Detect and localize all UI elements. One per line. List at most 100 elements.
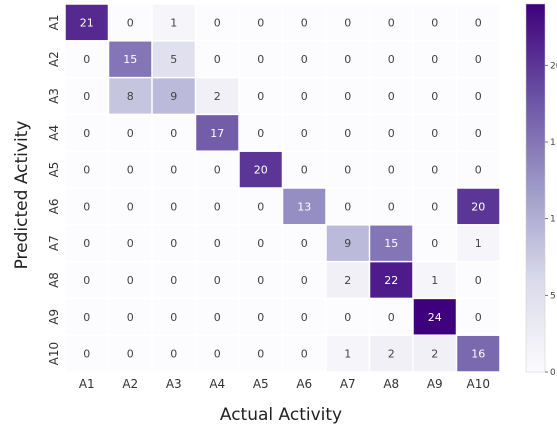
- cell-value-label: 0: [214, 348, 221, 361]
- cell-value-label: 15: [384, 237, 398, 250]
- heatmap-cell: [413, 78, 456, 114]
- heatmap-cell: [109, 4, 152, 41]
- cell-value-label: 0: [301, 274, 308, 287]
- cell-value-label: 0: [301, 311, 308, 324]
- heatmap-cell: [326, 41, 369, 77]
- heatmap-cell: [457, 4, 500, 41]
- heatmap-cell: [196, 225, 239, 261]
- colorbar-tick-label: 20: [550, 61, 557, 71]
- y-tick-label: A10: [47, 342, 61, 365]
- cell-value-label: 1: [344, 348, 351, 361]
- heatmap-cell: [370, 115, 413, 151]
- cell-value-label: 0: [257, 16, 264, 29]
- heatmap-cell: [152, 335, 195, 372]
- cell-value-label: 0: [301, 127, 308, 140]
- cell-value-label: 0: [83, 200, 90, 213]
- heatmap-cell: [152, 262, 195, 298]
- cell-value-label: 0: [475, 164, 482, 177]
- cell-value-label: 0: [214, 237, 221, 250]
- cell-value-label: 1: [431, 274, 438, 287]
- heatmap-cell: [239, 262, 282, 298]
- cell-value-label: 0: [257, 348, 264, 361]
- heatmap-cell: [326, 115, 369, 151]
- cell-value-label: 0: [170, 237, 177, 250]
- cell-value-label: 0: [214, 311, 221, 324]
- heatmap-cell: [413, 115, 456, 151]
- heatmap-cell: [239, 41, 282, 77]
- heatmap-cell: [109, 225, 152, 261]
- cell-value-label: 0: [83, 127, 90, 140]
- colorbar-tick-label: 1: [550, 215, 556, 225]
- cell-value-label: 0: [214, 274, 221, 287]
- y-tick-label: A8: [47, 272, 61, 288]
- cell-value-label: 0: [475, 90, 482, 103]
- y-axis-label: Predicted Activity: [12, 121, 32, 270]
- x-tick-label: A2: [122, 377, 138, 391]
- x-tick-label: A6: [296, 377, 312, 391]
- heatmap-cell: [196, 115, 239, 151]
- heatmap-cell: [109, 262, 152, 298]
- cell-value-label: 20: [471, 200, 485, 213]
- heatmap-cell: [65, 4, 108, 41]
- heatmap-cell: [326, 225, 369, 261]
- cell-value-label: 0: [170, 311, 177, 324]
- heatmap-cell: [283, 188, 326, 225]
- heatmap-cells: 21 0 1 0 0 0 0 0 0 00 15 5 0 0 0 0 0 0 00 8 9 2 0 0 0 0 0 00 0 0 17 0 0 0…: [65, 4, 500, 372]
- heatmap-cell: [152, 188, 195, 225]
- cell-value-label: 1: [170, 16, 177, 29]
- cell-value-label: 0: [170, 348, 177, 361]
- heatmap-cell: [457, 335, 500, 372]
- heatmap-cell: [65, 41, 108, 77]
- cell-value-label: 0: [431, 53, 438, 66]
- heatmap-cell: [413, 299, 456, 335]
- heatmap-cell: [457, 262, 500, 298]
- heatmap-cell: [326, 335, 369, 372]
- cell-value-label: 0: [431, 90, 438, 103]
- cell-value-label: 0: [170, 274, 177, 287]
- cell-value-label: 0: [431, 127, 438, 140]
- cell-value-label: 0: [257, 237, 264, 250]
- cell-value-label: 0: [83, 348, 90, 361]
- cell-value-label: 0: [344, 311, 351, 324]
- heatmap-cell: [283, 335, 326, 372]
- cell-value-label: 20: [254, 164, 268, 177]
- heatmap-cell: [370, 41, 413, 77]
- y-tick-label: A7: [47, 235, 61, 251]
- y-tick-label: A2: [47, 51, 61, 67]
- cell-value-label: 8: [127, 90, 134, 103]
- heatmap-cell: [239, 151, 282, 188]
- x-tick-label: A8: [383, 377, 399, 391]
- heatmap-cell: [283, 151, 326, 188]
- heatmap-cell: [413, 335, 456, 372]
- heatmap-cell: [326, 299, 369, 335]
- cell-value-label: 0: [214, 164, 221, 177]
- cell-value-label: 0: [214, 200, 221, 213]
- heatmap-cell: [283, 4, 326, 41]
- cell-value-label: 16: [471, 348, 485, 361]
- cell-value-label: 0: [431, 164, 438, 177]
- cell-value-label: 0: [301, 348, 308, 361]
- heatmap-cell: [413, 151, 456, 188]
- heatmap-cell: [370, 262, 413, 298]
- cell-value-label: 0: [170, 164, 177, 177]
- cell-value-label: 0: [475, 16, 482, 29]
- heatmap-cell: [457, 115, 500, 151]
- cell-value-label: 2: [344, 274, 351, 287]
- x-axis-label: Actual Activity: [220, 405, 342, 425]
- heatmap-cell: [370, 188, 413, 225]
- cell-value-label: 2: [431, 348, 438, 361]
- cell-value-label: 0: [301, 237, 308, 250]
- heatmap-cell: [457, 188, 500, 225]
- cell-value-label: 17: [210, 127, 224, 140]
- cell-value-label: 0: [83, 90, 90, 103]
- heatmap-cell: [109, 41, 152, 77]
- cell-value-label: 0: [83, 274, 90, 287]
- cell-value-label: 0: [214, 53, 221, 66]
- cell-value-label: 5: [170, 53, 177, 66]
- heatmap-cell: [109, 188, 152, 225]
- cell-value-label: 0: [127, 274, 134, 287]
- heatmap-cell: [152, 151, 195, 188]
- heatmap-cell: [65, 262, 108, 298]
- heatmap-cell: [239, 188, 282, 225]
- cell-value-label: 0: [301, 164, 308, 177]
